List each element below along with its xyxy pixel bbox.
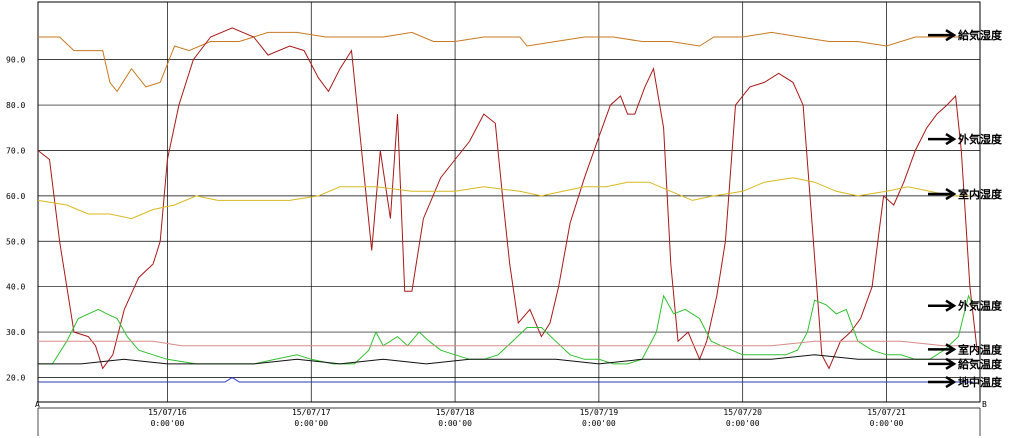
series-line-6 — [38, 376, 973, 383]
x-tick-time: 0:00'00 — [870, 419, 904, 428]
series-label: 地中温度 — [958, 375, 1003, 389]
y-tick-label: 40.0 — [6, 283, 25, 292]
series-arrowhead — [945, 375, 957, 389]
x-tick-time: 0:00'00 — [582, 419, 616, 428]
series-arrowhead — [945, 357, 957, 370]
y-tick-label: 90.0 — [6, 56, 25, 65]
series-label: 室内湿度 — [958, 187, 1003, 201]
x-tick-date: 15/07/21 — [867, 408, 906, 417]
series-arrowhead — [945, 299, 957, 312]
series-label: 外気温度 — [957, 299, 1003, 313]
series-line-2 — [37, 177, 973, 220]
x-tick-date: 15/07/18 — [436, 408, 475, 417]
x-tick-date: 15/07/19 — [580, 408, 619, 417]
x-tick-date: 15/07/16 — [148, 408, 187, 417]
series-label: 外気湿度 — [957, 132, 1003, 146]
series-label: 給気温度 — [958, 357, 1003, 371]
y-tick-label: 80.0 — [6, 101, 25, 110]
y-axis-ticks: 20.0 30.0 40.0 50.0 60.0 70.0 80.0 90.0 — [6, 56, 25, 383]
series-arrowhead — [945, 133, 957, 146]
series-label: 室内温度 — [958, 342, 1003, 356]
series-label: 給気湿度 — [958, 28, 1003, 42]
x-tick-time: 0:00'00 — [438, 419, 472, 428]
series-arrowhead — [945, 343, 957, 356]
x-axis-ticks: 15/07/16 0:00'00 15/07/17 0:00'00 15/07/18 0:… — [148, 408, 906, 428]
y-tick-label: 60.0 — [6, 192, 25, 201]
y-tick-label: 30.0 — [6, 328, 25, 337]
series-line-3 — [38, 294, 974, 365]
plot-frame — [37, 1, 981, 403]
series-arrowhead — [945, 187, 957, 201]
x-tick-time: 0:00'00 — [151, 419, 185, 428]
y-tick-label: 20.0 — [6, 373, 25, 382]
series-line-4 — [38, 340, 973, 347]
series-line-5 — [38, 354, 973, 365]
x-tick-date: 15/07/20 — [723, 408, 762, 417]
series-line-1 — [37, 27, 978, 370]
corner-label-right: B — [982, 400, 987, 409]
series-line-0 — [38, 31, 959, 93]
y-tick-label: 50.0 — [6, 237, 25, 246]
series-lines — [37, 27, 978, 383]
x-tick-time: 0:00'00 — [726, 419, 760, 428]
x-tick-time: 0:00'00 — [294, 419, 328, 428]
series-arrowhead — [945, 29, 957, 42]
grid-lines — [37, 1, 981, 436]
x-tick-date: 15/07/17 — [292, 408, 331, 417]
corner-label-left: A — [35, 400, 40, 409]
y-tick-label: 70.0 — [6, 146, 25, 155]
